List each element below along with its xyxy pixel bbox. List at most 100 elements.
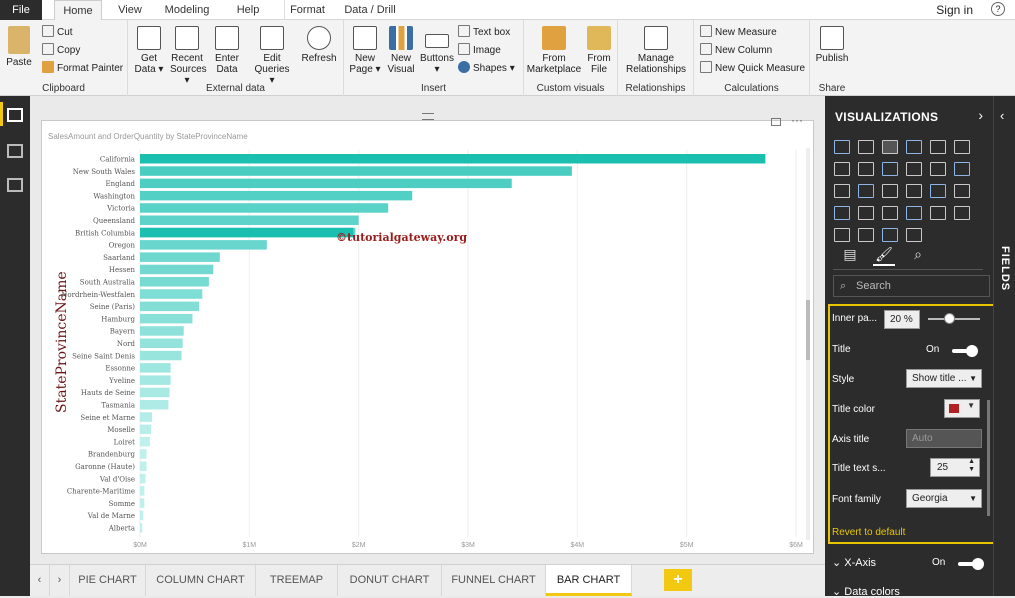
inner-padding-input[interactable]: 20 % bbox=[884, 310, 920, 329]
visual-type-icon[interactable] bbox=[834, 228, 850, 242]
fields-pane-collapsed[interactable]: ‹ FIELDS bbox=[993, 96, 1015, 596]
new-column-button[interactable]: New Column bbox=[700, 43, 772, 59]
refresh-button[interactable]: Refresh bbox=[300, 26, 338, 64]
visual-type-icon[interactable] bbox=[882, 228, 898, 242]
visual-type-icon[interactable] bbox=[882, 184, 898, 198]
menu-tab-data-drill[interactable]: Data / Drill bbox=[344, 4, 396, 16]
visual-type-icon[interactable] bbox=[906, 140, 922, 154]
new-visual-button[interactable]: New Visual bbox=[384, 26, 418, 75]
page-tab-column-chart[interactable]: COLUMN CHART bbox=[146, 565, 256, 596]
visual-type-icon[interactable] bbox=[858, 206, 874, 220]
from-file-button[interactable]: From File bbox=[584, 26, 614, 75]
visual-type-icon[interactable] bbox=[882, 162, 898, 176]
more-options-icon[interactable]: ··· bbox=[791, 113, 803, 127]
scroll-right-icon[interactable]: › bbox=[50, 565, 70, 596]
visual-type-icon[interactable] bbox=[954, 162, 970, 176]
visual-type-icon[interactable] bbox=[882, 140, 898, 154]
sign-in-link[interactable]: Sign in bbox=[936, 3, 973, 17]
page-tab-donut-chart[interactable]: DONUT CHART bbox=[338, 565, 442, 596]
axis-title-input[interactable]: Auto bbox=[906, 429, 982, 448]
visual-type-icon[interactable] bbox=[906, 184, 922, 198]
visual-type-icon[interactable] bbox=[906, 228, 922, 242]
visual-type-icon[interactable] bbox=[858, 228, 874, 242]
recent-sources-button[interactable]: Recent Sources ▾ bbox=[170, 26, 207, 86]
stepper-arrows-icon[interactable]: ▲ ▼ bbox=[968, 458, 975, 473]
page-tab-bar-chart[interactable]: BAR CHART bbox=[546, 565, 632, 596]
model-view-icon[interactable] bbox=[7, 178, 23, 192]
fields-tab-icon[interactable]: ▤ bbox=[843, 246, 857, 262]
get-data-label-2: Data ▾ bbox=[134, 64, 164, 75]
manage-relationships-button[interactable]: Manage Relationships bbox=[622, 26, 690, 75]
visual-type-icon[interactable] bbox=[930, 184, 946, 198]
format-paint-roller-icon[interactable]: 🖌 bbox=[873, 246, 895, 266]
cut-button[interactable]: Cut bbox=[42, 25, 73, 41]
menu-tab-view[interactable]: View bbox=[118, 4, 142, 16]
help-icon[interactable]: ? bbox=[991, 2, 1005, 16]
visual-type-icon[interactable] bbox=[834, 184, 850, 198]
drag-handle-icon[interactable] bbox=[422, 113, 434, 120]
new-measure-button[interactable]: New Measure bbox=[700, 25, 777, 41]
style-dropdown[interactable]: Show title ... ▼ bbox=[906, 369, 982, 388]
bar-chart-visual[interactable] bbox=[41, 120, 814, 554]
title-text-size-stepper[interactable]: 25 ▲ ▼ bbox=[930, 458, 980, 477]
scroll-left-icon[interactable]: ‹ bbox=[30, 565, 50, 596]
collapse-pane-icon[interactable]: › bbox=[978, 107, 983, 123]
buttons-button[interactable]: Buttons ▾ bbox=[420, 26, 454, 75]
shapes-button[interactable]: Shapes ▾ bbox=[458, 61, 515, 77]
visual-type-icon[interactable] bbox=[906, 162, 922, 176]
menu-tab-help[interactable]: Help bbox=[236, 4, 260, 16]
visual-type-icon[interactable] bbox=[858, 184, 874, 198]
x-axis-section[interactable]: ⌄ X-Axis bbox=[832, 556, 876, 569]
publish-button[interactable]: Publish bbox=[814, 26, 850, 64]
visual-type-icon[interactable] bbox=[930, 140, 946, 154]
new-quick-measure-button[interactable]: New Quick Measure bbox=[700, 61, 805, 77]
enter-data-button[interactable]: Enter Data bbox=[210, 26, 244, 75]
analytics-magnifier-icon[interactable]: ⌕ bbox=[914, 246, 922, 262]
font-family-dropdown[interactable]: Georgia ▼ bbox=[906, 489, 982, 508]
data-view-icon[interactable] bbox=[7, 144, 23, 158]
menu-tab-home[interactable]: Home bbox=[54, 0, 102, 21]
visual-type-icon[interactable] bbox=[954, 206, 970, 220]
from-marketplace-button[interactable]: From Marketplace bbox=[526, 26, 582, 75]
report-view-icon[interactable] bbox=[7, 108, 23, 122]
visual-type-icon[interactable] bbox=[930, 206, 946, 220]
visual-type-icon[interactable] bbox=[834, 206, 850, 220]
add-page-button[interactable]: + bbox=[664, 569, 692, 591]
image-button[interactable]: Image bbox=[458, 43, 501, 59]
inner-padding-slider-knob[interactable] bbox=[944, 313, 955, 324]
visual-scrollbar-thumb[interactable] bbox=[806, 300, 810, 360]
x-axis-toggle[interactable] bbox=[958, 558, 984, 570]
copy-button[interactable]: Copy bbox=[42, 43, 80, 59]
title-color-picker[interactable]: ▼ bbox=[944, 399, 980, 418]
menu-tab-file[interactable]: File bbox=[0, 0, 42, 20]
data-colors-section[interactable]: ⌄ Data colors bbox=[832, 585, 900, 598]
format-painter-button[interactable]: Format Painter bbox=[42, 61, 123, 77]
page-tab-pie-chart[interactable]: PIE CHART bbox=[70, 565, 146, 596]
visual-type-icon[interactable] bbox=[906, 206, 922, 220]
visual-type-icon[interactable] bbox=[858, 140, 874, 154]
edit-queries-button[interactable]: Edit Queries ▾ bbox=[252, 26, 292, 86]
paste-button[interactable]: Paste bbox=[4, 26, 34, 68]
button-icon bbox=[425, 34, 449, 48]
visual-type-icon[interactable] bbox=[834, 140, 850, 154]
search-input[interactable]: ⌕ Search bbox=[833, 275, 990, 297]
get-data-button[interactable]: Get Data ▾ bbox=[132, 26, 166, 75]
visual-type-icon[interactable] bbox=[954, 140, 970, 154]
format-pane-scrollbar[interactable] bbox=[987, 400, 990, 516]
focus-mode-icon[interactable] bbox=[771, 118, 781, 126]
expand-fields-icon[interactable]: ‹ bbox=[1000, 108, 1005, 123]
text-box-button[interactable]: Text box bbox=[458, 25, 510, 41]
page-tab-funnel-chart[interactable]: FUNNEL CHART bbox=[442, 565, 546, 596]
visual-type-icon[interactable] bbox=[882, 206, 898, 220]
page-tab-treemap[interactable]: TREEMAP bbox=[256, 565, 338, 596]
visual-type-icon[interactable] bbox=[858, 162, 874, 176]
visual-type-icon[interactable] bbox=[930, 162, 946, 176]
visual-type-icon[interactable] bbox=[954, 184, 970, 198]
title-toggle[interactable] bbox=[952, 345, 978, 357]
visual-type-icon[interactable] bbox=[834, 162, 850, 176]
image-icon bbox=[458, 43, 470, 55]
menu-tab-modeling[interactable]: Modeling bbox=[164, 4, 210, 16]
new-page-button[interactable]: New Page ▾ bbox=[348, 26, 382, 75]
menu-tab-format[interactable]: Format bbox=[284, 0, 330, 20]
revert-to-default-link[interactable]: Revert to default bbox=[832, 527, 906, 538]
